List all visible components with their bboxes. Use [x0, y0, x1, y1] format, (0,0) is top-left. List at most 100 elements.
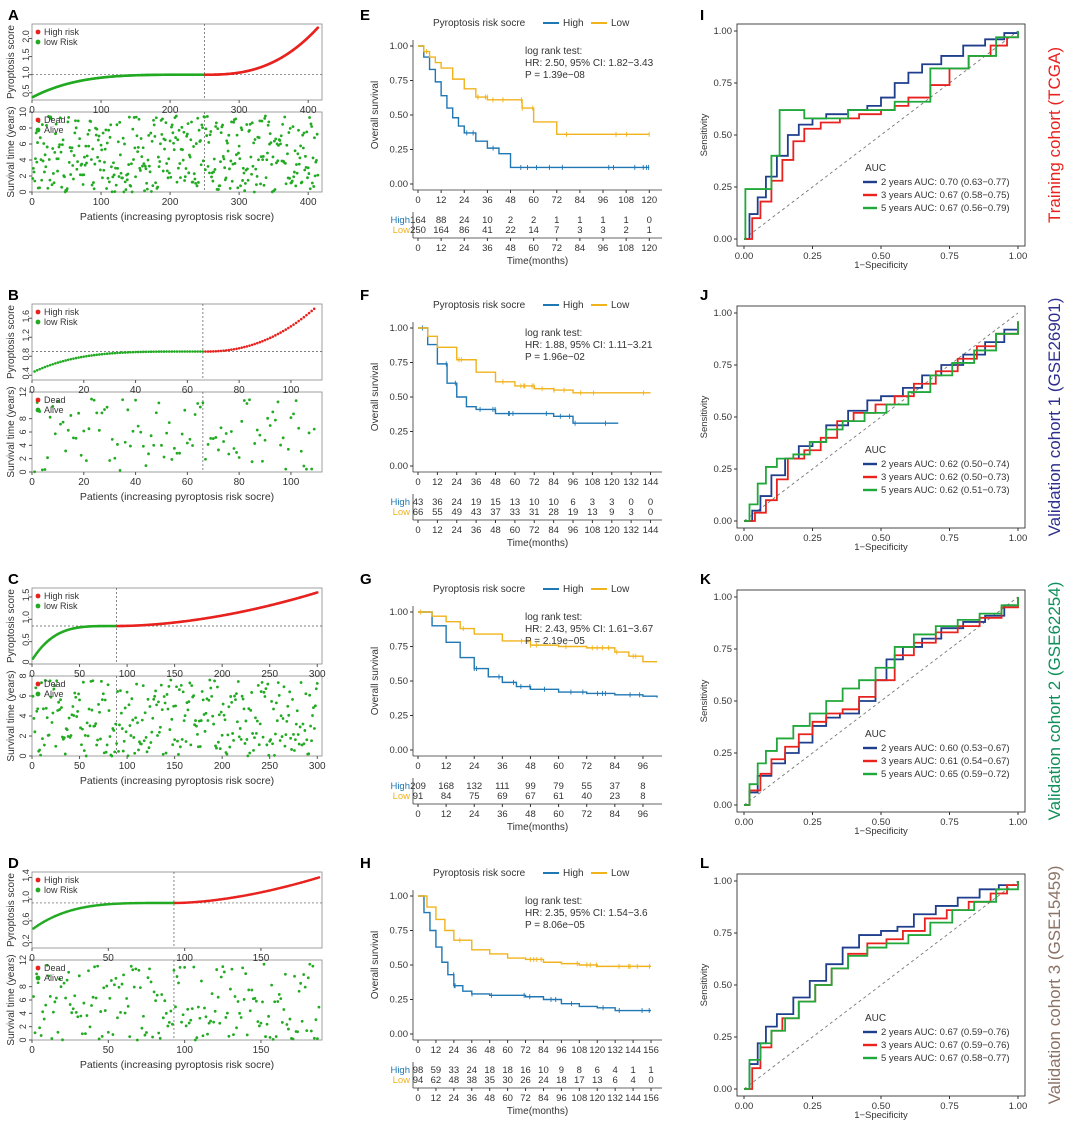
survival-status-point — [58, 708, 61, 711]
risk-score-point — [196, 350, 200, 353]
risk-score-plot-frame — [31, 303, 323, 381]
survival-status-point — [177, 981, 180, 985]
x-tick-label: 0.00 — [735, 251, 754, 262]
x-tick-label: 96 — [568, 525, 579, 536]
risk-table-cell: 61 — [553, 791, 564, 802]
survival-status-point — [223, 718, 227, 722]
survival-status-point — [66, 120, 70, 124]
survival-status-point — [219, 160, 222, 164]
survival-status-point — [237, 735, 241, 739]
survival-status-point — [174, 704, 177, 708]
x-tick-label: 144 — [643, 525, 659, 536]
survival-status-point — [218, 747, 222, 751]
survival-status-point — [74, 126, 78, 130]
survival-status-point — [139, 430, 143, 434]
survival-status-point — [98, 168, 102, 172]
survival-status-point — [292, 733, 295, 736]
survival-status-point — [116, 443, 119, 446]
x-tick-label: 0.50 — [872, 817, 891, 828]
risk-table-cell: 88 — [436, 215, 447, 226]
x-tick-label: 20 — [78, 385, 90, 396]
survival-status-point — [44, 706, 48, 710]
legend-marker-low-risk — [35, 319, 41, 325]
survival-status-point — [135, 682, 138, 686]
survival-status-point — [181, 148, 184, 152]
x-tick-label: 24 — [459, 243, 470, 254]
legend-label-high-risk: High risk — [44, 875, 80, 885]
x-tick-label: 60 — [553, 809, 564, 820]
survival-status-point — [313, 704, 317, 708]
survival-status-point — [280, 735, 284, 738]
km-curve-high — [418, 45, 650, 169]
survival-status-point — [67, 716, 71, 720]
survival-status-point — [143, 711, 147, 715]
survival-status-point — [315, 159, 318, 162]
survival-status-point — [227, 1034, 231, 1038]
survival-status-point — [273, 188, 277, 191]
km-panel-f: Pyroptosis risk socre High Low0.000.250.50… — [370, 300, 662, 549]
survival-status-point — [163, 701, 167, 705]
risk-score-point — [284, 328, 288, 331]
survival-status-point — [120, 727, 124, 730]
x-tick-label: 0.25 — [803, 1101, 822, 1112]
survival-status-point — [169, 175, 173, 179]
survival-status-point — [159, 683, 163, 687]
survival-status-point — [274, 137, 278, 141]
survival-status-point — [32, 995, 35, 998]
x-tick-label: 120 — [641, 243, 657, 254]
survival-status-point — [95, 743, 99, 747]
survival-status-point — [175, 685, 178, 689]
x-tick-label: 300 — [231, 197, 248, 208]
survival-status-point — [190, 120, 193, 124]
survival-status-point — [147, 452, 150, 456]
survival-status-point — [127, 703, 131, 707]
risk-table-cell: 35 — [484, 1075, 495, 1086]
survival-status-point — [103, 160, 106, 164]
risk-table-row-label-high: High — [390, 497, 410, 508]
risk-score-point — [56, 361, 60, 364]
survival-status-point — [251, 732, 254, 735]
risk-score-point — [144, 350, 148, 354]
survival-status-point — [54, 122, 58, 126]
survival-status-point — [56, 1030, 60, 1034]
survival-status-point — [114, 976, 118, 980]
survival-status-point — [161, 1016, 165, 1020]
survival-status-point — [43, 153, 47, 157]
survival-status-point — [242, 998, 246, 1001]
survival-status-point — [233, 162, 237, 165]
y-tick-label: 1.0 — [21, 611, 31, 624]
x-tick-label: 40 — [130, 477, 142, 488]
survival-status-point — [103, 408, 106, 411]
risk-table-cell: 43 — [413, 497, 424, 508]
survival-status-point — [108, 135, 112, 139]
x-tick-label: 60 — [502, 1045, 513, 1056]
survival-status-point — [59, 985, 63, 989]
x-tick-label: 0.00 — [735, 533, 754, 544]
survival-status-point — [284, 182, 288, 186]
risk-score-point — [317, 876, 321, 879]
risk-score-point — [160, 350, 163, 353]
x-tick-label: 60 — [510, 477, 521, 488]
survival-status-point — [87, 707, 91, 711]
survival-status-point — [281, 122, 285, 126]
survival-status-point — [148, 705, 152, 708]
cohort-side-label: Validation cohort 3 (GSE15459) — [1045, 866, 1064, 1105]
risk-score-point — [110, 351, 114, 355]
survival-status-point — [286, 447, 290, 451]
survival-status-point — [113, 456, 117, 460]
survival-status-point — [147, 746, 151, 750]
survival-status-point — [178, 162, 182, 165]
y-axis-label: Overall survival — [370, 363, 381, 431]
survival-status-point — [179, 176, 182, 180]
survival-status-point — [164, 1011, 168, 1015]
auc-legend-label-5y: 5 years AUC: 0.62 (0.51−0.73) — [881, 485, 1010, 496]
survival-status-point — [166, 1024, 170, 1028]
survival-status-point — [227, 452, 231, 456]
survival-status-point — [43, 678, 47, 682]
survival-status-point — [263, 116, 267, 120]
risk-score-point — [312, 307, 316, 311]
survival-status-point — [89, 120, 93, 123]
x-tick-label: 120 — [641, 195, 657, 206]
legend-marker-low-risk — [35, 603, 41, 609]
x-tick-label: 0 — [415, 195, 420, 206]
